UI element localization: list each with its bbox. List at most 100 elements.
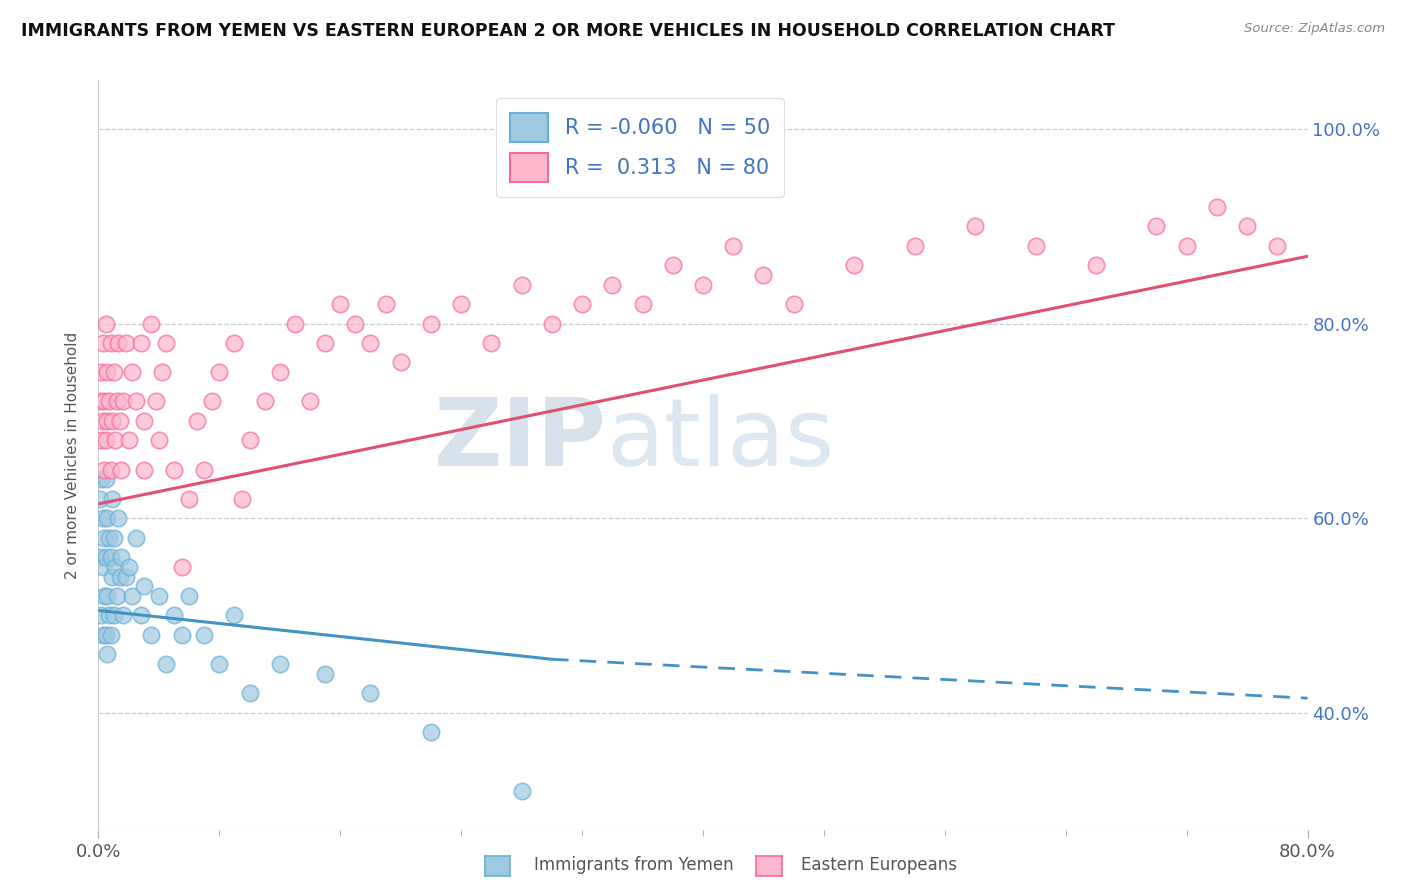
Point bbox=[93, 394, 115, 409]
Point bbox=[148, 589, 170, 603]
Point bbox=[481, 336, 503, 351]
Point bbox=[170, 559, 193, 574]
Point bbox=[104, 434, 127, 448]
Point bbox=[163, 462, 186, 476]
Point bbox=[179, 491, 201, 506]
Point bbox=[98, 608, 121, 623]
Text: Immigrants from Yemen: Immigrants from Yemen bbox=[534, 855, 734, 873]
Point bbox=[314, 666, 336, 681]
Point bbox=[101, 414, 124, 428]
Point bbox=[100, 462, 122, 476]
Text: atlas: atlas bbox=[606, 394, 835, 486]
Y-axis label: 2 or more Vehicles in Household: 2 or more Vehicles in Household bbox=[65, 331, 80, 579]
Point bbox=[98, 394, 121, 409]
Point bbox=[510, 277, 533, 292]
Point bbox=[450, 297, 472, 311]
Point bbox=[1024, 238, 1046, 252]
Point bbox=[201, 394, 224, 409]
Text: Eastern Europeans: Eastern Europeans bbox=[801, 855, 957, 873]
Point bbox=[510, 783, 533, 797]
Point bbox=[844, 258, 866, 272]
Point bbox=[110, 550, 132, 565]
Point bbox=[90, 608, 112, 623]
Point bbox=[100, 628, 122, 642]
Point bbox=[96, 589, 118, 603]
Point bbox=[93, 531, 115, 545]
Point bbox=[96, 365, 118, 379]
Point bbox=[904, 238, 927, 252]
Point bbox=[150, 365, 173, 379]
Point bbox=[420, 317, 443, 331]
Point bbox=[103, 531, 125, 545]
Point bbox=[783, 297, 806, 311]
Point bbox=[253, 394, 276, 409]
Point bbox=[125, 531, 148, 545]
Point bbox=[163, 608, 186, 623]
Point bbox=[329, 297, 352, 311]
Point bbox=[1236, 219, 1258, 234]
Point bbox=[96, 414, 118, 428]
Point bbox=[132, 462, 155, 476]
Point bbox=[193, 462, 215, 476]
Point bbox=[571, 297, 593, 311]
Point bbox=[269, 365, 291, 379]
Point bbox=[129, 336, 152, 351]
Point bbox=[314, 336, 336, 351]
Point bbox=[231, 491, 253, 506]
Point bbox=[118, 559, 141, 574]
Text: Source: ZipAtlas.com: Source: ZipAtlas.com bbox=[1244, 22, 1385, 36]
Point bbox=[344, 317, 367, 331]
Point bbox=[284, 317, 307, 331]
Point bbox=[692, 277, 714, 292]
Point bbox=[91, 628, 114, 642]
Point bbox=[91, 414, 114, 428]
Point bbox=[111, 608, 134, 623]
Point bbox=[121, 589, 143, 603]
Point bbox=[420, 725, 443, 739]
Point bbox=[360, 336, 382, 351]
Point bbox=[108, 414, 131, 428]
Point bbox=[170, 628, 193, 642]
Point bbox=[94, 317, 117, 331]
Point bbox=[389, 355, 412, 369]
Point bbox=[224, 336, 246, 351]
Point bbox=[96, 648, 118, 662]
Point bbox=[93, 589, 115, 603]
Point bbox=[101, 569, 124, 583]
Point bbox=[1175, 238, 1198, 252]
Point bbox=[114, 336, 136, 351]
Point bbox=[965, 219, 987, 234]
Point bbox=[103, 365, 125, 379]
Point bbox=[661, 258, 683, 272]
Point bbox=[105, 589, 128, 603]
Point bbox=[148, 434, 170, 448]
Point bbox=[723, 238, 745, 252]
Point bbox=[360, 686, 382, 700]
Point bbox=[121, 365, 143, 379]
Text: ZIP: ZIP bbox=[433, 394, 606, 486]
Point bbox=[105, 394, 128, 409]
Text: IMMIGRANTS FROM YEMEN VS EASTERN EUROPEAN 2 OR MORE VEHICLES IN HOUSEHOLD CORREL: IMMIGRANTS FROM YEMEN VS EASTERN EUROPEA… bbox=[21, 22, 1115, 40]
Point bbox=[114, 569, 136, 583]
Point bbox=[111, 394, 134, 409]
Point bbox=[540, 317, 562, 331]
Point bbox=[224, 608, 246, 623]
Point bbox=[1267, 238, 1289, 252]
Point bbox=[155, 657, 177, 672]
Point bbox=[91, 336, 114, 351]
Point bbox=[141, 628, 163, 642]
Point bbox=[94, 550, 117, 565]
Point bbox=[101, 491, 124, 506]
Point bbox=[90, 365, 112, 379]
Point bbox=[239, 434, 262, 448]
Point bbox=[107, 336, 129, 351]
Point bbox=[208, 657, 231, 672]
Point bbox=[752, 268, 775, 282]
Point bbox=[91, 511, 114, 525]
Point bbox=[107, 511, 129, 525]
Point bbox=[129, 608, 152, 623]
Point bbox=[602, 277, 624, 292]
Point bbox=[89, 550, 111, 565]
Point bbox=[89, 491, 111, 506]
Point bbox=[239, 686, 262, 700]
